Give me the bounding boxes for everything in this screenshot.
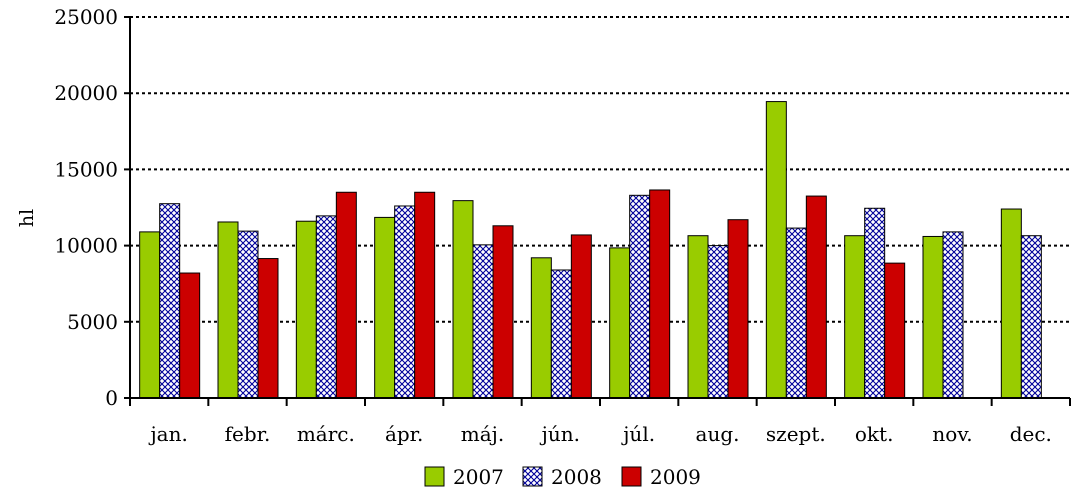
y-tick-labels: 0 5000 10000 15000 20000 25000 [54,5,118,410]
bar-2009-jún. [570,234,592,399]
x-tick-label: dec. [1010,422,1052,446]
bar-2008-máj. [472,244,494,399]
y-tick-label: 25000 [54,5,118,29]
bar-2007-nov. [922,235,944,399]
x-tick-label: jan. [148,422,187,446]
bar-2007-júl. [609,247,631,399]
bar-2007-jan. [139,231,161,399]
x-tick-label: okt. [855,422,894,446]
bar-2007-febr. [217,221,239,399]
legend-swatch-2008 [522,466,543,487]
bar-2007-szept. [765,101,787,399]
bar-2008-júl. [629,194,651,399]
bar-2008-jan. [159,203,181,399]
bar-2008-febr. [237,230,259,399]
x-tick-label: máj. [461,422,504,446]
y-tick-label: 20000 [54,81,118,105]
x-tick-label: aug. [696,422,740,446]
legend-label-2007: 2007 [453,465,504,489]
x-tick-label: szept. [766,422,826,446]
bar-2009-aug. [727,219,749,399]
bar-2009-máj. [492,225,514,399]
x-tick-label: ápr. [385,422,423,446]
x-tick-label: febr. [225,422,271,446]
bar-2007-máj. [452,200,474,399]
bar-2009-okt. [884,262,906,399]
y-tick-label: 5000 [67,310,118,334]
gridlines [130,16,1070,323]
bar-2008-márc. [315,215,337,399]
bar-2009-ápr. [414,191,436,399]
axes [124,16,1071,406]
bar-2009-szept. [805,195,827,399]
x-tick-label: márc. [297,422,355,446]
legend-swatch-2009 [621,466,642,487]
y-tick-label: 10000 [54,234,118,258]
bar-2007-okt. [844,235,866,399]
bar-2009-márc. [335,191,357,399]
bar-2007-ápr. [374,216,396,399]
legend-label-2008: 2008 [551,465,602,489]
bar-2008-aug. [707,245,729,399]
x-tick-labels: jan. febr. márc. ápr. máj. jún. júl. aug. szept.… [148,422,1051,446]
bar-2007-jún. [530,257,552,399]
legend-label-2009: 2009 [650,465,701,489]
x-tick-label: júl. [621,422,655,446]
bar-2009-febr. [257,258,279,399]
legend-swatch-2007 [424,466,445,487]
legend: 2007 2008 2009 [424,465,701,489]
y-axis-label: hl [16,209,38,227]
bar-2008-szept. [785,227,807,399]
bar-2008-okt. [864,207,886,399]
x-tick-label: nov. [932,422,972,446]
bar-2009-júl. [649,189,671,399]
bars [139,101,1042,399]
bar-2007-dec. [1000,208,1022,399]
y-tick-label: 0 [105,386,118,410]
bar-2008-dec. [1020,235,1042,399]
bar-2007-márc. [295,220,317,399]
bar-2009-jan. [179,272,201,399]
bar-2008-jún. [550,269,572,399]
bar-2008-nov. [942,231,964,399]
x-tick-label: jún. [540,422,580,446]
bar-2008-ápr. [394,205,416,399]
y-tick-label: 15000 [54,157,118,181]
bar-2007-aug. [687,235,709,399]
